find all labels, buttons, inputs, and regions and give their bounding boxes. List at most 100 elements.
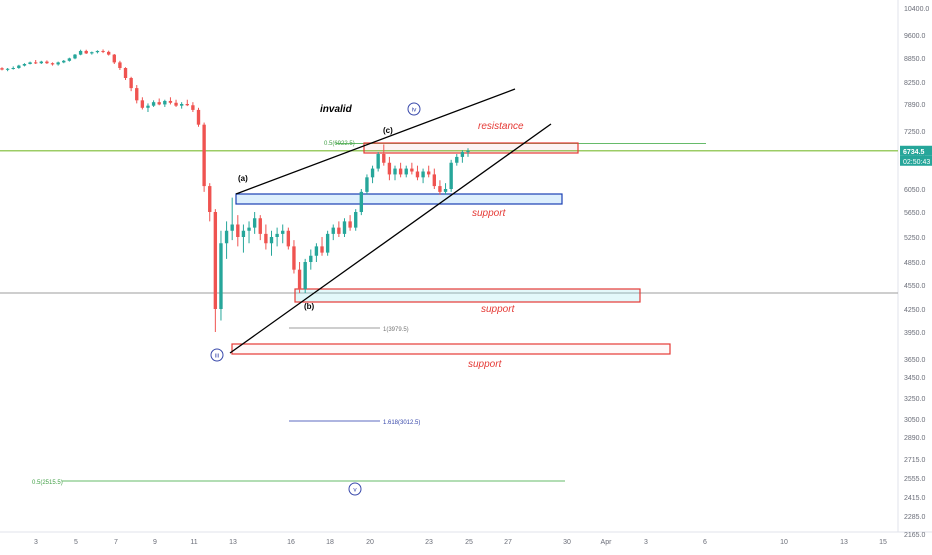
time-tick-label: 23 (425, 539, 433, 546)
price-tick-label: 3950.0 (904, 330, 926, 337)
trendlines-layer (229, 88, 552, 354)
candle-body (297, 269, 302, 289)
candle-body (202, 124, 206, 187)
candle-body (314, 246, 319, 256)
price-tick-label: 2285.0 (904, 514, 926, 521)
candle-body (168, 100, 173, 103)
lower-wedge-line (229, 123, 552, 354)
wave-b-label: (b) (304, 302, 315, 311)
zones-layer (231, 142, 671, 355)
time-tick-label: 16 (287, 539, 295, 546)
candle-body (230, 224, 234, 231)
candle-body (213, 212, 218, 309)
candle-body (365, 177, 369, 192)
candle-body (224, 230, 229, 244)
candle-body (90, 52, 94, 54)
time-axis[interactable]: 3 5 7 9 11 13 16 18 20 23 25 27 30 Apr 3 6 10 13 15 (34, 539, 887, 546)
current-price-badge (900, 145, 932, 156)
candle-body (320, 246, 324, 253)
wave-iii-circle (210, 348, 224, 362)
time-tick-label: 3 (34, 539, 38, 546)
price-tick-label: 3450.0 (904, 375, 926, 382)
candle-body (247, 227, 251, 231)
wave-iii-label: iii (215, 353, 219, 360)
price-tick-label: 8250.0 (904, 80, 926, 87)
candle-body (269, 237, 274, 244)
time-tick-label: 10 (780, 539, 788, 546)
price-tick-label: 2890.0 (904, 435, 926, 442)
candle-body (196, 109, 201, 125)
time-tick-label: 15 (879, 539, 887, 546)
time-tick-label: 5 (74, 539, 78, 546)
candle-body (0, 68, 4, 70)
price-tick-label: 5250.0 (904, 235, 926, 242)
grid-layer (0, 0, 932, 533)
candle-body (460, 152, 465, 157)
candle-body (449, 162, 453, 189)
candle-body (67, 58, 72, 61)
candle-body (325, 233, 330, 253)
candle-body (466, 150, 470, 153)
annotation-labels-layer: invalid resistance support support support (a… (32, 102, 524, 496)
candle-body (354, 212, 358, 228)
wave-iv-circle (407, 102, 421, 116)
price-tick-label: 2555.0 (904, 476, 926, 483)
candle-body (292, 246, 296, 270)
candle-body (50, 63, 55, 65)
price-tick-label: 7890.0 (904, 102, 926, 109)
wave-v-label: v (353, 487, 357, 494)
candle-body (112, 54, 116, 63)
candle-body (135, 88, 139, 101)
price-tick-label: 8850.0 (904, 56, 926, 63)
candle-body (455, 156, 459, 163)
candle-body (264, 233, 268, 244)
price-tick-label: 2415.0 (904, 495, 926, 502)
support-blue-label: support (472, 208, 507, 219)
candle-body (62, 60, 66, 63)
candle-body (438, 186, 442, 192)
price-tick-label: 4850.0 (904, 260, 926, 267)
candle-body (398, 168, 403, 175)
candle-body (151, 102, 156, 106)
time-tick-label: 27 (504, 539, 512, 546)
candle-body (73, 54, 77, 59)
time-tick-label: 3 (644, 539, 648, 546)
candle-body (331, 227, 335, 234)
wave-iv-label: iv (412, 107, 417, 114)
candle-body (404, 168, 408, 175)
candle-body (140, 100, 145, 108)
candle-body (286, 230, 291, 247)
candle-body (415, 171, 420, 178)
price-tick-label: 3650.0 (904, 357, 926, 364)
candle-body (157, 102, 161, 105)
candles-layer (0, 49, 470, 332)
support-mid-label: support (481, 304, 516, 315)
candle-body (22, 64, 27, 66)
candle-body (281, 230, 285, 234)
candle-body (337, 227, 341, 234)
candle-body (129, 78, 133, 89)
candle-body (303, 262, 307, 289)
resistance-zone (363, 142, 579, 154)
price-tick-label: 5650.0 (904, 210, 926, 217)
candle-body (241, 230, 246, 237)
candle-body (28, 62, 32, 64)
time-tick-label: 20 (366, 539, 374, 546)
candle-body (84, 50, 88, 54)
price-axis[interactable]: 10400.09600.08850.08250.07890.07250.0665… (900, 6, 932, 539)
candle-body (309, 255, 313, 262)
candle-body (17, 65, 21, 68)
support-mid-zone (294, 288, 641, 303)
time-tick-label: 30 (563, 539, 571, 546)
candle-body (410, 168, 414, 172)
time-tick-label: 13 (229, 539, 237, 546)
wave-a-label: (a) (238, 174, 248, 183)
price-tick-label: 6050.0 (904, 187, 926, 194)
candle-body (382, 154, 386, 163)
price-tick-label: 9600.0 (904, 33, 926, 40)
candle-body (163, 100, 167, 105)
time-tick-label: 9 (153, 539, 157, 546)
candle-body (359, 191, 364, 212)
